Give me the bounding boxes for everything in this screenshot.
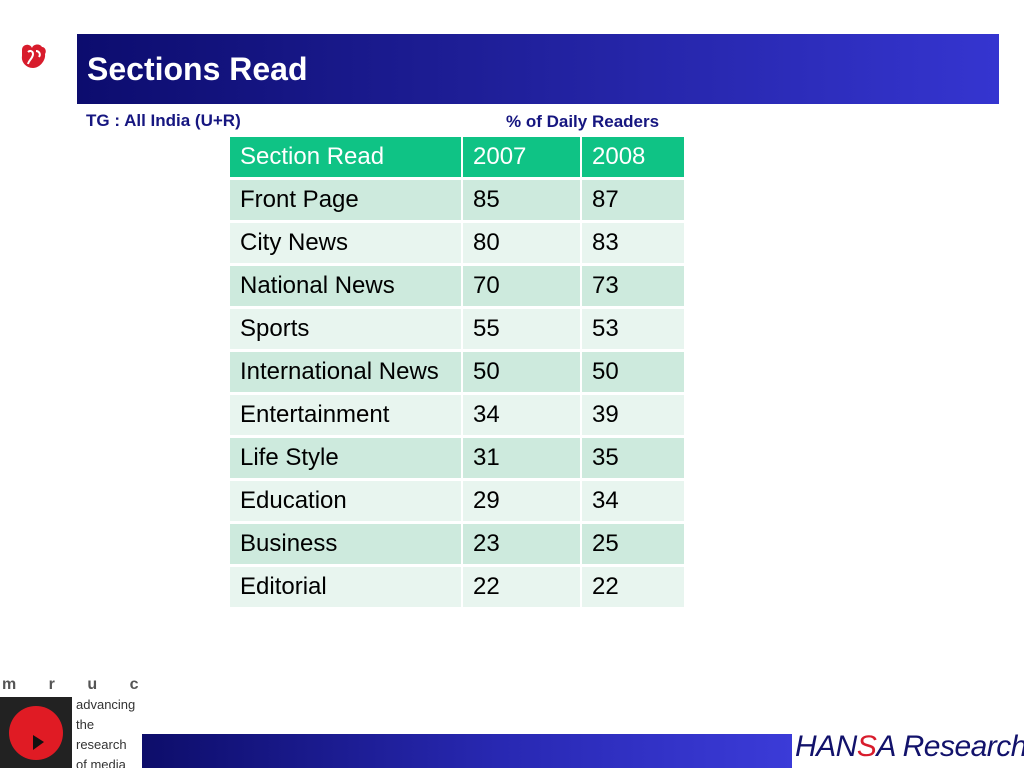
tagline-line: research: [76, 737, 127, 752]
value-2008: 87: [582, 180, 684, 223]
value-2007: 55: [463, 309, 582, 352]
value-2008: 35: [582, 438, 684, 481]
table-row: Education 29 34: [230, 481, 684, 524]
section-name: Sports: [230, 309, 463, 352]
target-group-label: TG : All India (U+R): [86, 111, 241, 130]
section-name: Entertainment: [230, 395, 463, 438]
value-2007: 23: [463, 524, 582, 567]
header-2008: 2008: [582, 137, 684, 180]
value-2007: 29: [463, 481, 582, 524]
section-name: International News: [230, 352, 463, 395]
newspaper-bird-logo-icon: [18, 40, 50, 72]
table-row: Front Page 85 87: [230, 180, 684, 223]
footer-bar: [142, 734, 792, 768]
title-bar: Sections Read: [77, 34, 999, 104]
section-name: Education: [230, 481, 463, 524]
value-2008: 83: [582, 223, 684, 266]
value-2007: 80: [463, 223, 582, 266]
table-row: National News 70 73: [230, 266, 684, 309]
header-section-read: Section Read: [230, 137, 463, 180]
tagline-line: of media: [76, 757, 126, 768]
unit-label: % of Daily Readers: [506, 112, 660, 131]
sections-read-table: Section Read 2007 2008 Front Page 85 87 …: [230, 137, 684, 610]
value-2007: 70: [463, 266, 582, 309]
value-2008: 39: [582, 395, 684, 438]
value-2008: 25: [582, 524, 684, 567]
section-name: Editorial: [230, 567, 463, 610]
table-header-row: Section Read 2007 2008: [230, 137, 684, 180]
mruc-tagline: advancing the research of media: [76, 695, 135, 768]
section-name: National News: [230, 266, 463, 309]
section-name: Life Style: [230, 438, 463, 481]
header-2007: 2007: [463, 137, 582, 180]
value-2008: 53: [582, 309, 684, 352]
value-2007: 85: [463, 180, 582, 223]
table-row: Sports 55 53: [230, 309, 684, 352]
value-2008: 22: [582, 567, 684, 610]
table-row: International News 50 50: [230, 352, 684, 395]
mruc-wordmark: m r u c: [2, 676, 153, 693]
table-row: Life Style 31 35: [230, 438, 684, 481]
value-2008: 34: [582, 481, 684, 524]
section-name: Business: [230, 524, 463, 567]
value-2008: 50: [582, 352, 684, 395]
tagline-line: advancing: [76, 697, 136, 712]
hansa-research-logo: HANSA Research: [795, 730, 1024, 764]
section-name: Front Page: [230, 180, 463, 223]
tagline-line: the: [76, 717, 95, 732]
value-2007: 34: [463, 395, 582, 438]
table-row: Editorial 22 22: [230, 567, 684, 610]
value-2007: 50: [463, 352, 582, 395]
hansa-logo-part1: HAN: [795, 730, 857, 763]
hansa-logo-s: S: [856, 730, 877, 763]
table-row: City News 80 83: [230, 223, 684, 266]
section-name: City News: [230, 223, 463, 266]
mruc-play-logo-icon: [0, 697, 72, 768]
value-2007: 31: [463, 438, 582, 481]
table-row: Entertainment 34 39: [230, 395, 684, 438]
value-2008: 73: [582, 266, 684, 309]
table-row: Business 23 25: [230, 524, 684, 567]
slide-title: Sections Read: [87, 51, 308, 87]
hansa-logo-part2: A Research: [876, 730, 1024, 763]
value-2007: 22: [463, 567, 582, 610]
